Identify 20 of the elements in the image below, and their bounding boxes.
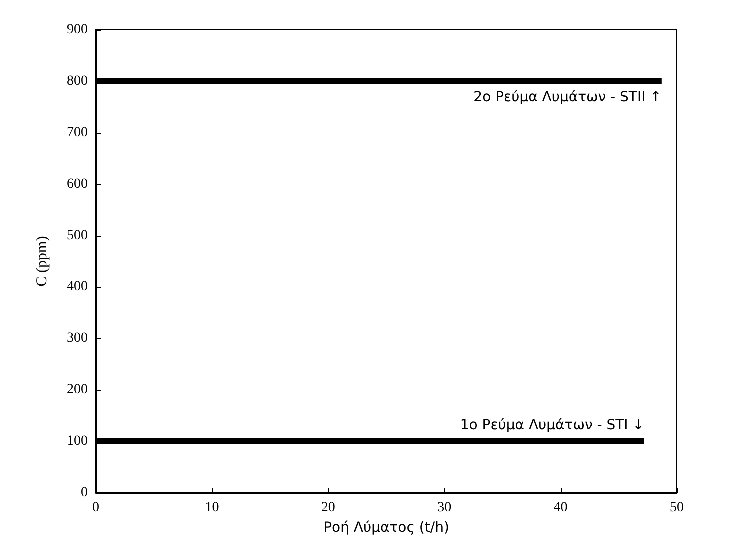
y-tick-label: 0 — [81, 486, 88, 500]
y-tick-label: 900 — [67, 22, 88, 38]
annotation: 2o Ρεύμα Λυμάτων - STII ↑ — [474, 89, 662, 106]
y-tick-label: 700 — [67, 125, 88, 140]
y-tick-label: 500 — [67, 228, 88, 244]
x-axis-title: Ροή Λύματος (t/h) — [324, 520, 450, 536]
x-tick-label: 0 — [92, 500, 100, 516]
y-tick-label: 800 — [67, 74, 88, 89]
annotation: 1o Ρεύμα Λυμάτων - STI ↓ — [460, 418, 644, 434]
y-tick-label: 300 — [67, 331, 88, 346]
y-axis-title: C (ppm) — [34, 236, 50, 287]
x-tick-label: 20 — [321, 500, 336, 516]
x-tick-label: 50 — [670, 500, 684, 516]
x-tick-label: 30 — [438, 500, 452, 516]
y-tick-label: 200 — [67, 382, 88, 398]
x-tick-label: 10 — [205, 500, 220, 516]
x-tick-label: 40 — [554, 500, 568, 516]
y-tick-label: 400 — [67, 280, 88, 295]
y-tick-label: 100 — [67, 434, 88, 450]
y-tick-label: 600 — [67, 176, 88, 192]
